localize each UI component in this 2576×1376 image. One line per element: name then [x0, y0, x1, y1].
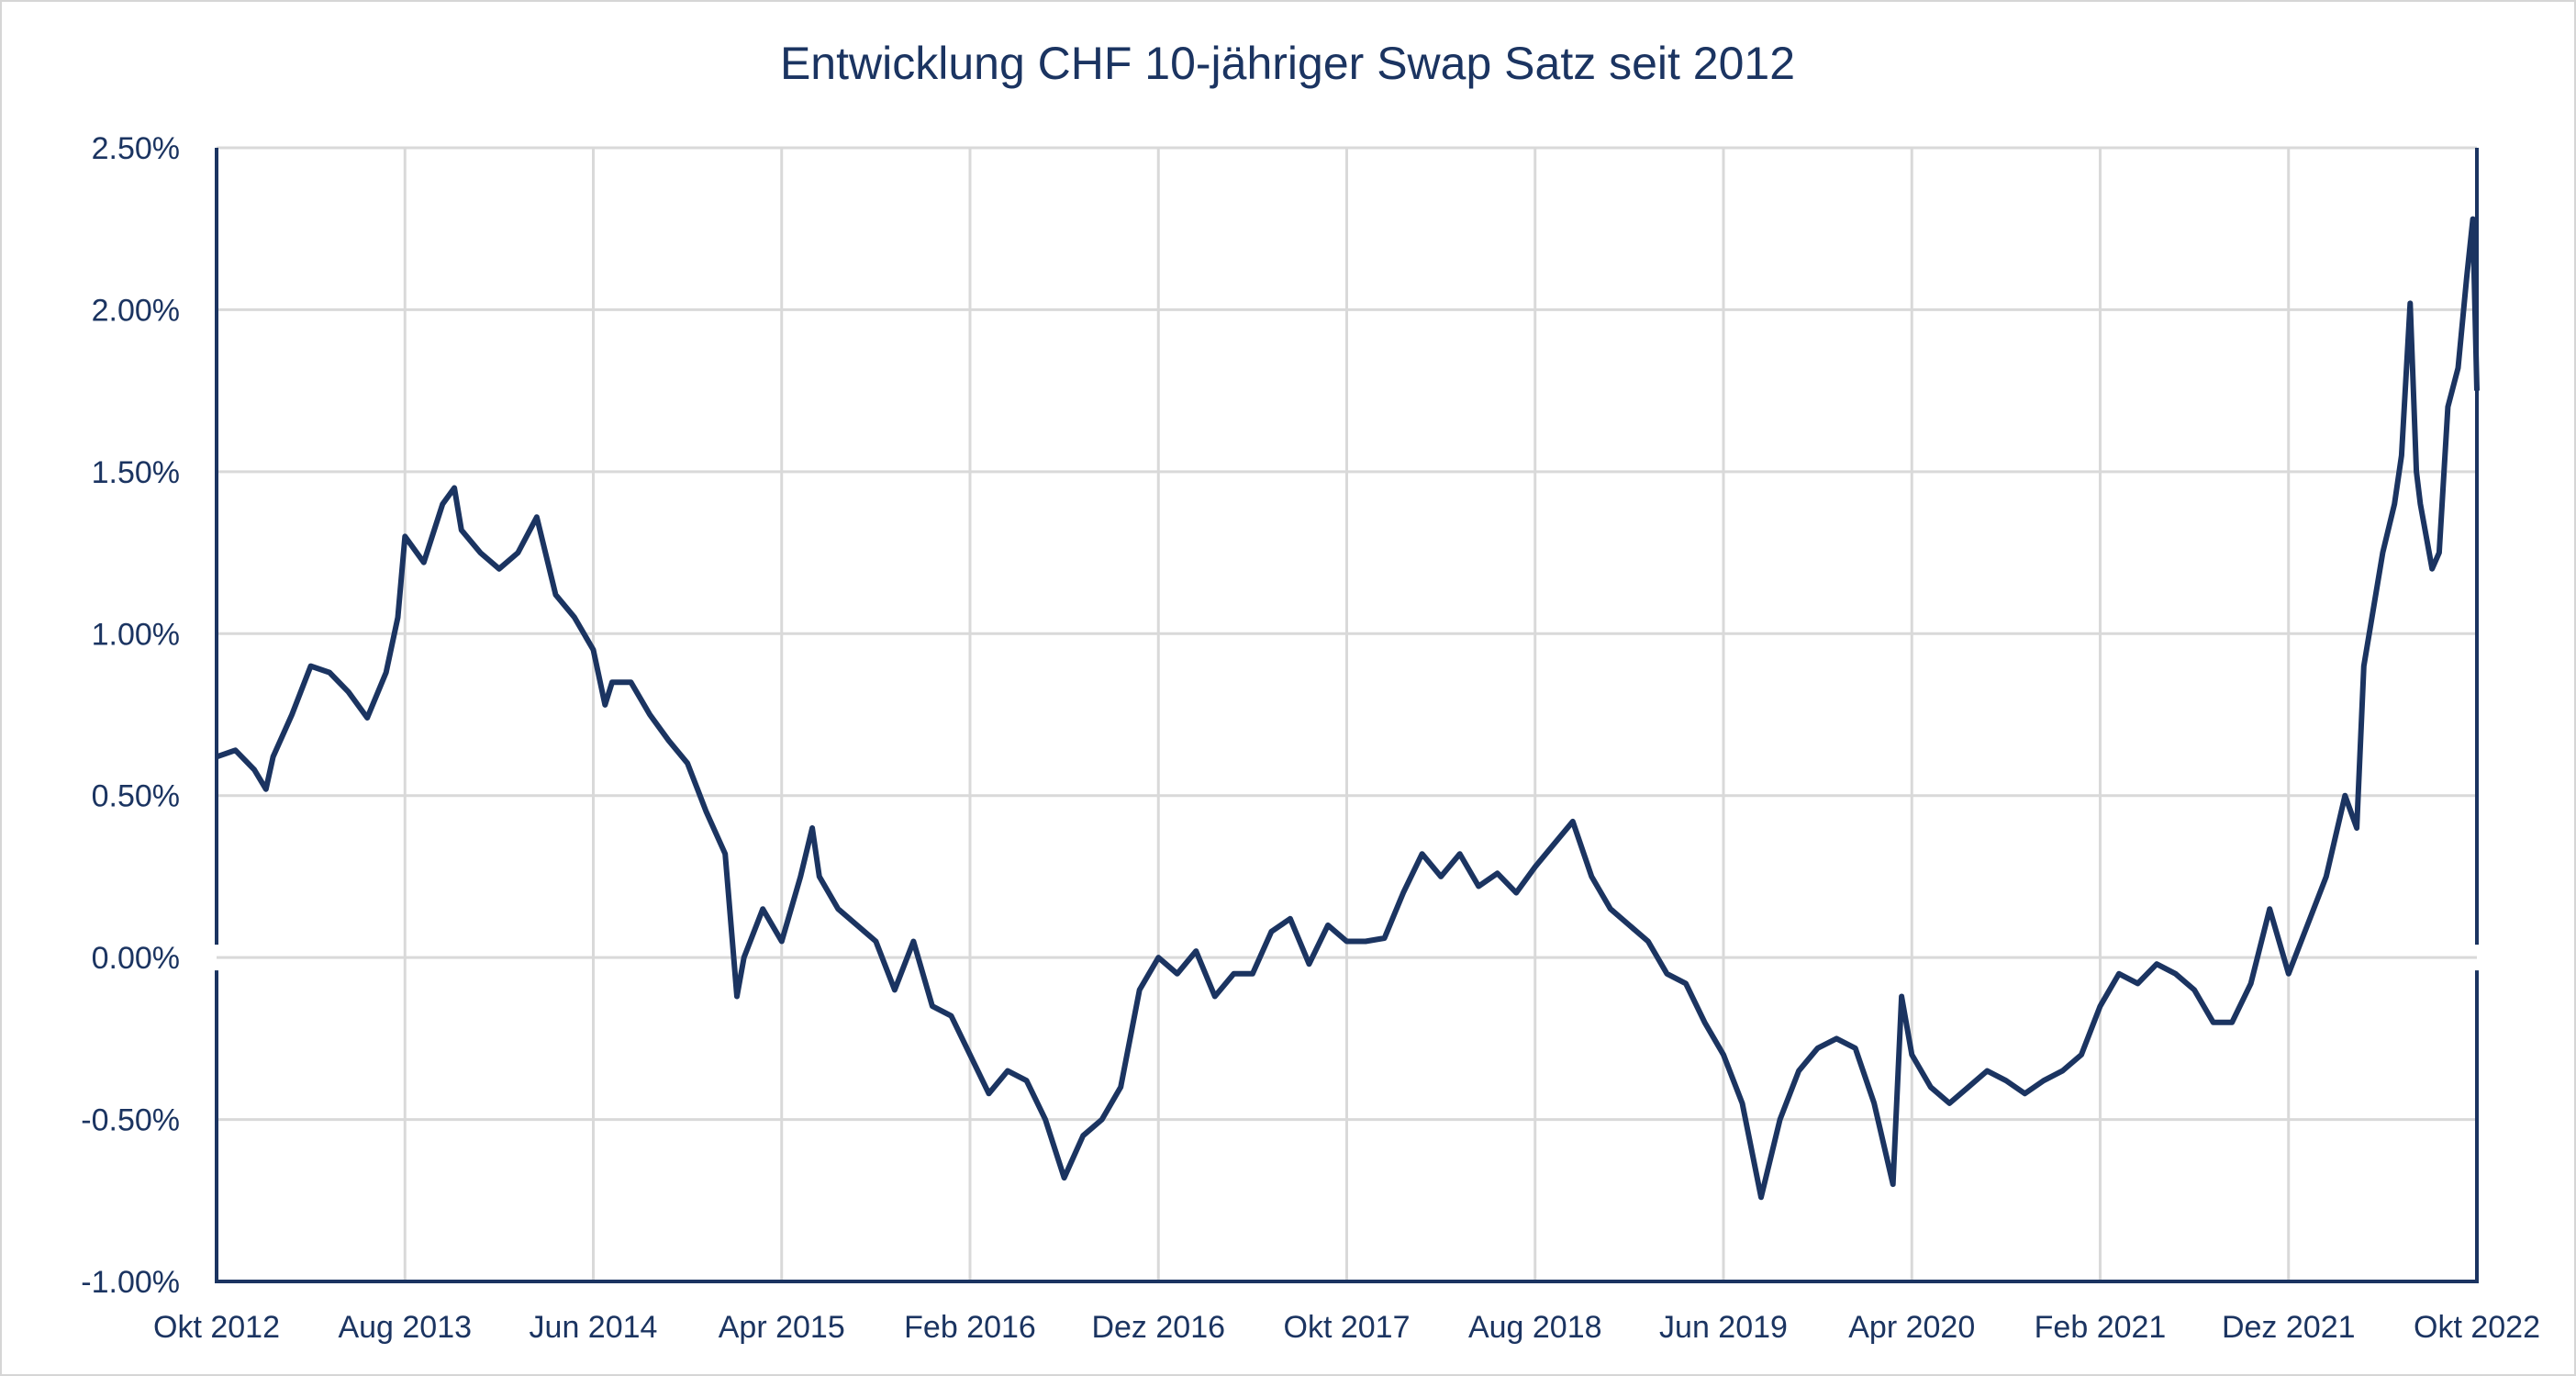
x-tick-label: Feb 2016	[904, 1310, 1036, 1345]
y-tick-label: -1.00%	[81, 1265, 180, 1300]
y-tick-label: 0.00%	[92, 941, 180, 976]
x-tick-label: Apr 2015	[719, 1310, 845, 1345]
y-tick-label: 1.50%	[92, 455, 180, 490]
x-tick-label: Okt 2022	[2414, 1310, 2540, 1345]
x-tick-label: Okt 2017	[1284, 1310, 1411, 1345]
series-line	[216, 216, 2480, 1201]
y-tick-label: 0.50%	[92, 779, 180, 814]
y-tick-label: 2.50%	[92, 131, 180, 166]
x-tick-label: Aug 2013	[338, 1310, 472, 1345]
y-tick-label: 1.00%	[92, 617, 180, 652]
gridlines	[217, 146, 2477, 1281]
chart-title: Entwicklung CHF 10-jähriger Swap Satz se…	[780, 38, 1795, 89]
x-tick-label: Apr 2020	[1848, 1310, 1975, 1345]
x-tick-labels: Okt 2012 Aug 2013 Jun 2014 Apr 2015 Feb 2016…	[153, 1310, 2540, 1345]
x-tick-label: Jun 2019	[1659, 1310, 1788, 1345]
y-tick-labels: -1.00% -0.50% 0.00% 0.50% 1.00% 1.50% 2.00% 2.5…	[81, 131, 180, 1300]
x-tick-label: Jun 2014	[530, 1310, 658, 1345]
x-tick-label: Dez 2016	[1091, 1310, 1225, 1345]
x-tick-label: Feb 2021	[2035, 1310, 2167, 1345]
y-tick-label: 2.00%	[92, 293, 180, 328]
y-tick-label: -0.50%	[81, 1103, 180, 1138]
x-tick-label: Aug 2018	[1468, 1310, 1602, 1345]
x-tick-label: Okt 2012	[153, 1310, 280, 1345]
x-tick-label: Dez 2021	[2222, 1310, 2356, 1345]
